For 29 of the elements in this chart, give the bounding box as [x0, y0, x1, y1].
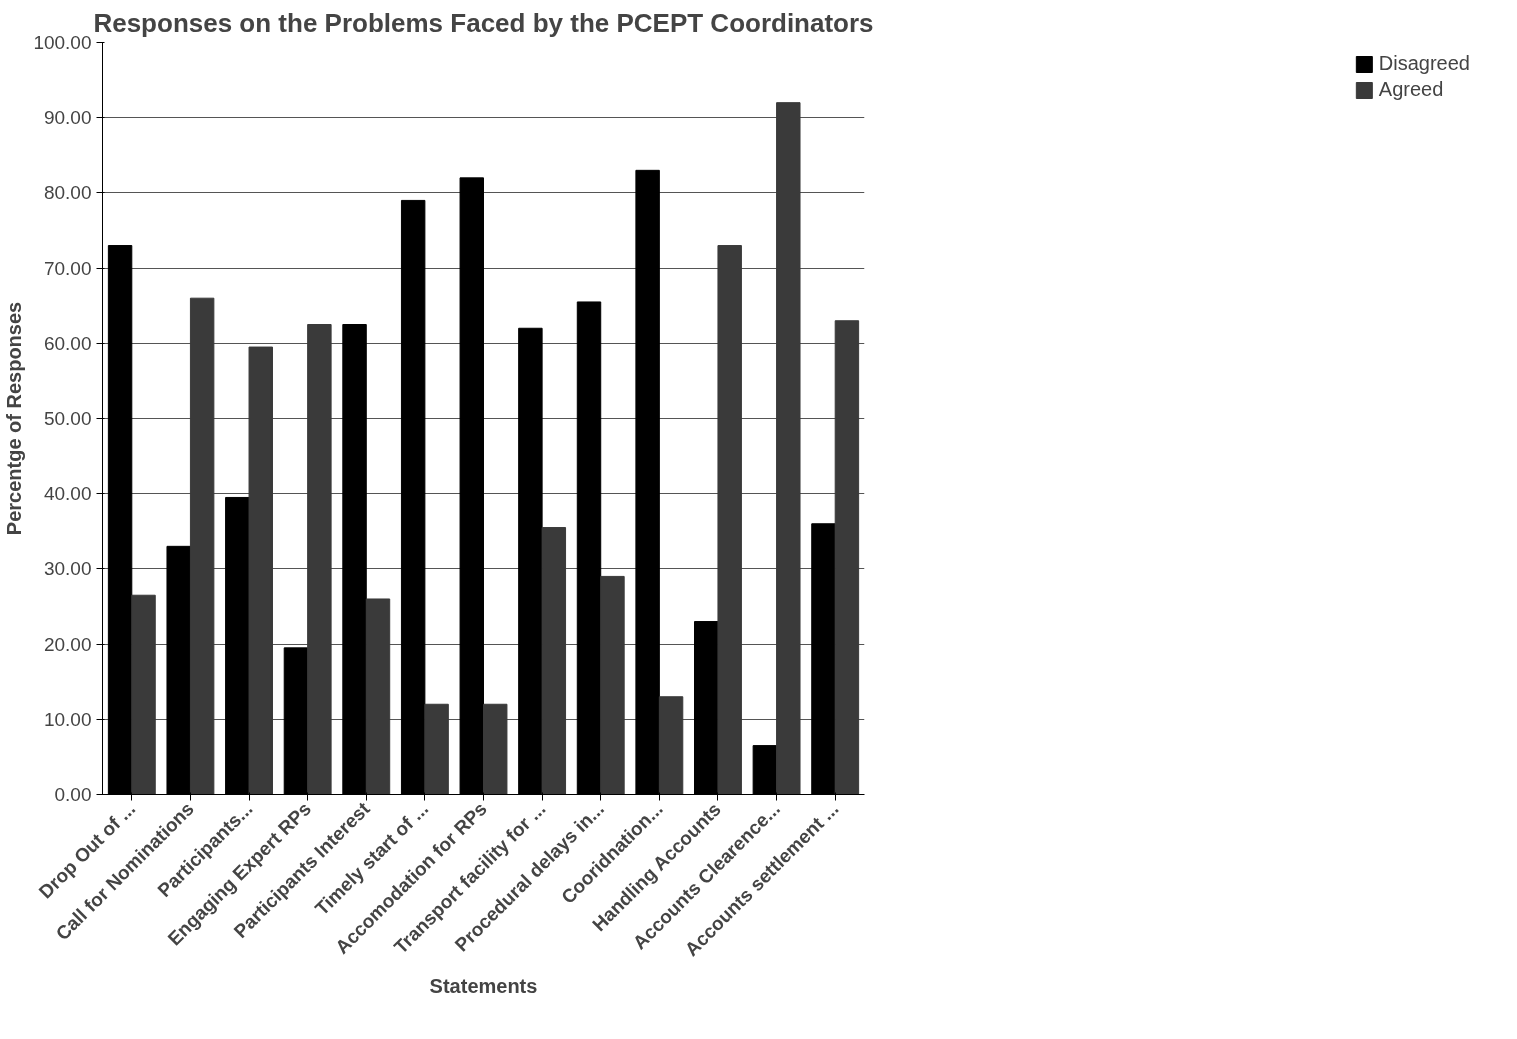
bar: [600, 575, 625, 795]
y-tick-label: 40.00: [43, 483, 92, 505]
y-tick-label: 100.00: [33, 32, 92, 53]
y-axis-title: Percentge of Responses: [3, 301, 26, 536]
bar: [834, 320, 860, 795]
legend-label: Agreed: [1378, 78, 1444, 101]
legend-label: Disagreed: [1378, 52, 1470, 75]
y-tick-label: 30.00: [43, 558, 92, 580]
y-tick-label: 90.00: [43, 107, 92, 129]
y-tick-label: 80.00: [43, 182, 92, 204]
bar: [365, 598, 391, 795]
x-axis-title: Statements: [429, 975, 538, 998]
bar: [307, 324, 332, 795]
y-tick-label: 10.00: [43, 708, 92, 730]
bar: [541, 527, 567, 795]
bar: [776, 102, 801, 795]
y-tick-label: 60.00: [43, 332, 92, 354]
bar: [189, 297, 215, 795]
bar: [658, 696, 684, 795]
bar: [717, 245, 742, 795]
bar: [424, 703, 449, 795]
chart-title: Responses on the Problems Faced by the PCEPT Coordinators: [93, 7, 874, 38]
y-tick-label: 50.00: [43, 408, 92, 429]
bar: [131, 594, 156, 795]
y-tick-label: 70.00: [43, 257, 92, 279]
y-tick-label: 20.00: [43, 633, 92, 655]
bar: [483, 703, 508, 795]
y-tick-label: 0.00: [54, 784, 92, 805]
bar: [248, 346, 273, 795]
